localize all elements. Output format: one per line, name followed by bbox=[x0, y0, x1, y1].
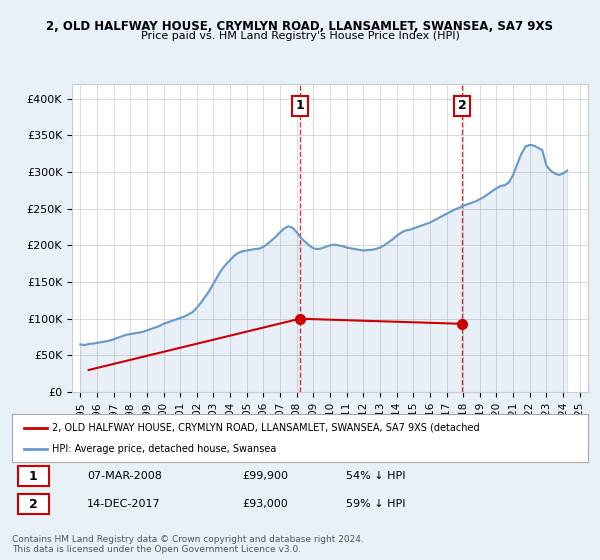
Text: 1: 1 bbox=[295, 100, 304, 113]
Text: 1: 1 bbox=[29, 469, 38, 483]
Text: Price paid vs. HM Land Registry's House Price Index (HPI): Price paid vs. HM Land Registry's House … bbox=[140, 31, 460, 41]
Text: 2, OLD HALFWAY HOUSE, CRYMLYN ROAD, LLANSAMLET, SWANSEA, SA7 9XS: 2, OLD HALFWAY HOUSE, CRYMLYN ROAD, LLAN… bbox=[47, 20, 554, 32]
Text: Contains HM Land Registry data © Crown copyright and database right 2024.
This d: Contains HM Land Registry data © Crown c… bbox=[12, 535, 364, 554]
FancyBboxPatch shape bbox=[18, 466, 49, 486]
Text: 2: 2 bbox=[458, 100, 467, 113]
Text: £93,000: £93,000 bbox=[242, 499, 288, 509]
Text: £99,900: £99,900 bbox=[242, 471, 289, 481]
Text: 54% ↓ HPI: 54% ↓ HPI bbox=[346, 471, 406, 481]
Text: 2: 2 bbox=[29, 497, 38, 511]
Text: 2, OLD HALFWAY HOUSE, CRYMLYN ROAD, LLANSAMLET, SWANSEA, SA7 9XS (detached: 2, OLD HALFWAY HOUSE, CRYMLYN ROAD, LLAN… bbox=[52, 423, 480, 433]
FancyBboxPatch shape bbox=[18, 494, 49, 514]
Text: 59% ↓ HPI: 59% ↓ HPI bbox=[346, 499, 406, 509]
Text: 14-DEC-2017: 14-DEC-2017 bbox=[87, 499, 161, 509]
Text: HPI: Average price, detached house, Swansea: HPI: Average price, detached house, Swan… bbox=[52, 444, 277, 454]
Text: 07-MAR-2008: 07-MAR-2008 bbox=[87, 471, 162, 481]
